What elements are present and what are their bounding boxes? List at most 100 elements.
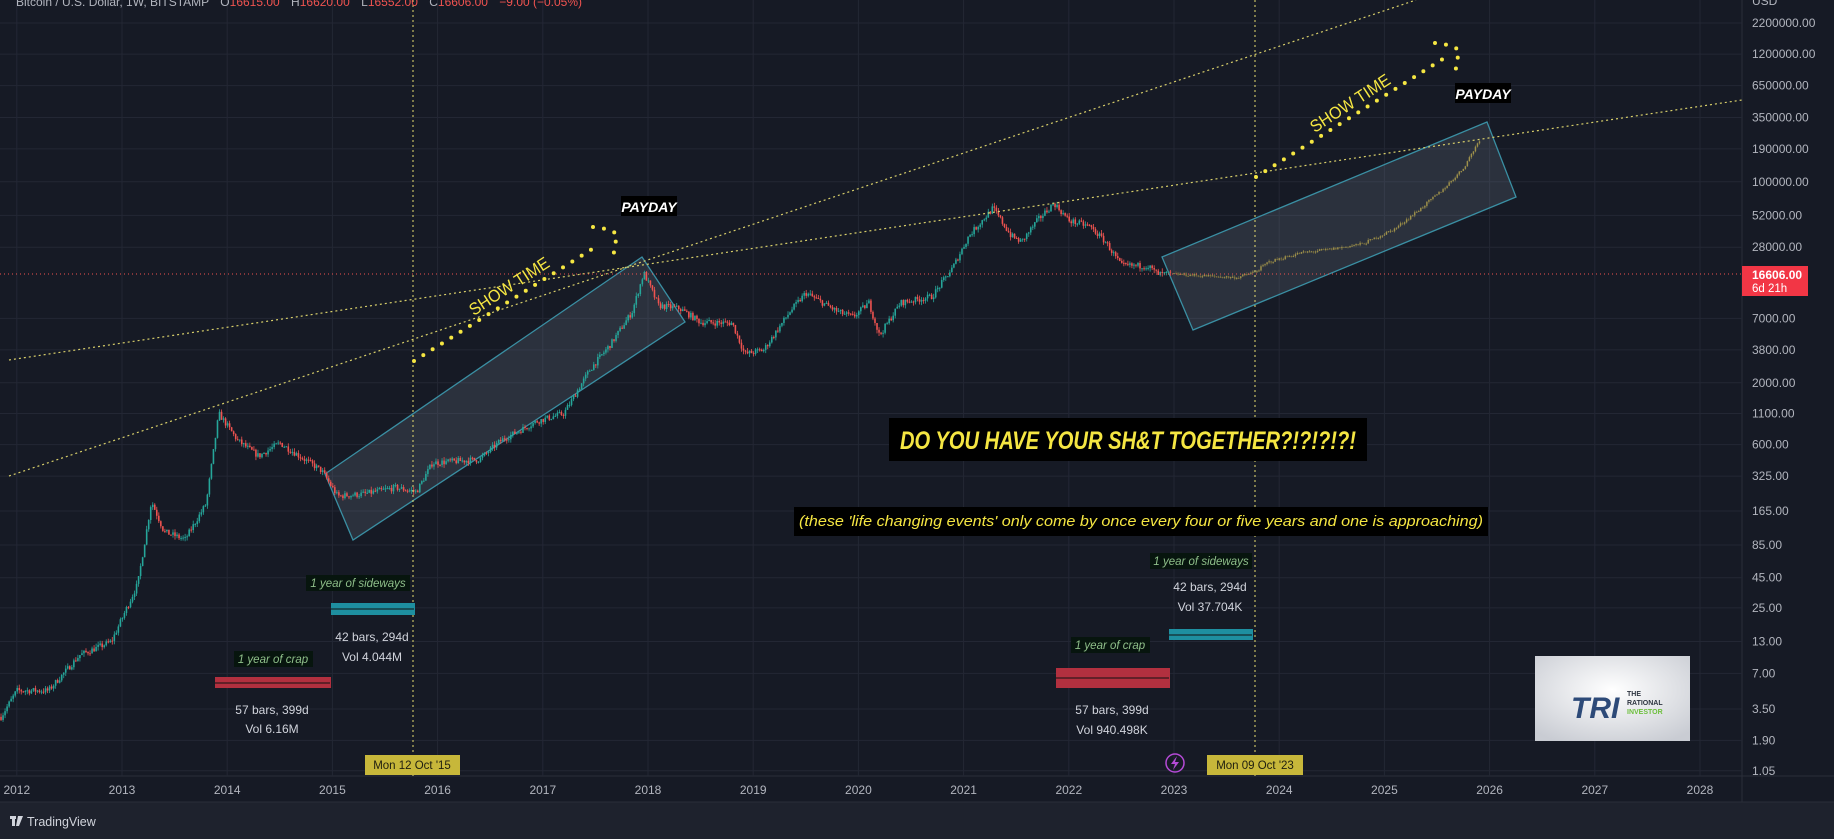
candle [263,452,265,454]
candle [538,421,540,426]
projected-candle [1353,244,1355,247]
candle [99,640,101,647]
projected-candle [1383,233,1386,236]
projected-candle [1322,248,1325,251]
projected-candle [1219,275,1222,278]
candle [12,693,14,703]
candle [487,449,490,457]
channel-2015-2018[interactable] [324,256,686,541]
candle [564,407,567,419]
candle [870,298,872,315]
candle [928,293,931,297]
tradingview-logo-icon[interactable] [10,816,23,826]
candle [485,451,488,456]
candle [372,488,375,495]
candle [1023,238,1026,242]
candle [562,413,565,419]
candle [835,306,838,315]
projected-candle [1478,140,1481,145]
projected-candle [1355,243,1357,247]
projected-candle [1294,252,1297,258]
candle [882,330,884,338]
candle [1100,229,1103,238]
candle [926,291,929,302]
projected-candle [1341,245,1343,250]
show-time-arrow-1[interactable] [412,225,620,363]
projected-candle [1262,263,1264,268]
candle [613,339,615,343]
candle [382,486,385,490]
price-axis[interactable] [1742,0,1834,802]
plot-area[interactable] [0,0,1742,802]
logo-mark: TRI [1571,692,1620,725]
candle [785,317,787,320]
payday-box-1 [621,196,677,216]
logo-line-1: THE [1627,691,1641,698]
sideways-bars-2015: 42 bars, 294d [335,630,408,644]
lightning-icon[interactable] [1165,753,1185,773]
candle [853,311,856,319]
projected-candle [1413,210,1416,218]
candle [821,299,824,308]
projected-candle [1211,274,1214,277]
candle [1133,262,1135,270]
projected-candle [1468,155,1471,162]
candle [210,463,213,480]
tradingview-brand[interactable]: TradingView [27,815,97,829]
sideways-label-box-2015 [306,575,410,591]
projected-candle [1199,274,1202,279]
candle [953,263,955,269]
candle [121,617,124,622]
candle [714,319,716,329]
crosshair-date-box-2 [1207,755,1303,775]
candle [568,401,571,408]
candle [1082,219,1085,229]
trendline-shallow[interactable] [8,99,1743,361]
candle [1149,265,1151,272]
projected-candle [1225,275,1228,279]
candle [625,316,627,326]
candle [991,203,994,215]
price-tick-label: 165.00 [1752,504,1789,518]
candle [961,247,963,256]
projected-candle [1430,198,1432,202]
candle [597,353,599,369]
price-tick-label: 7.00 [1752,666,1776,680]
candle [661,302,664,310]
candle [900,299,903,307]
candle [673,303,676,308]
candle [1050,203,1052,212]
candle [402,484,405,492]
candle [236,436,239,441]
candles [0,201,1172,722]
candle [910,300,913,303]
candle [530,422,532,432]
candle [24,689,27,696]
candle [429,464,431,470]
time-tick-label: 2019 [740,783,767,797]
candle [463,460,466,465]
candle [218,409,221,421]
time-tick-label: 2022 [1055,783,1082,797]
candle [234,433,237,442]
candle [348,496,350,500]
candle [208,477,211,498]
candle [619,326,621,333]
symbol-title: Bitcoin / U.S. Dollar, 1W, BITSTAMP [16,0,209,9]
channel-2023-2026[interactable] [1161,121,1517,331]
projected-candle [1379,235,1382,240]
price-tick-label: 650000.00 [1752,79,1809,93]
candle [281,442,284,448]
projected-candle [1411,214,1414,217]
candle [1013,233,1016,239]
candle [637,293,640,298]
projected-candle [1359,241,1361,247]
candle [868,298,870,304]
candle [1092,224,1095,233]
projected-candle [1351,244,1353,247]
candle [91,646,93,654]
projected-candle [1246,272,1248,276]
candle [242,442,245,448]
time-tick-label: 2016 [424,783,451,797]
